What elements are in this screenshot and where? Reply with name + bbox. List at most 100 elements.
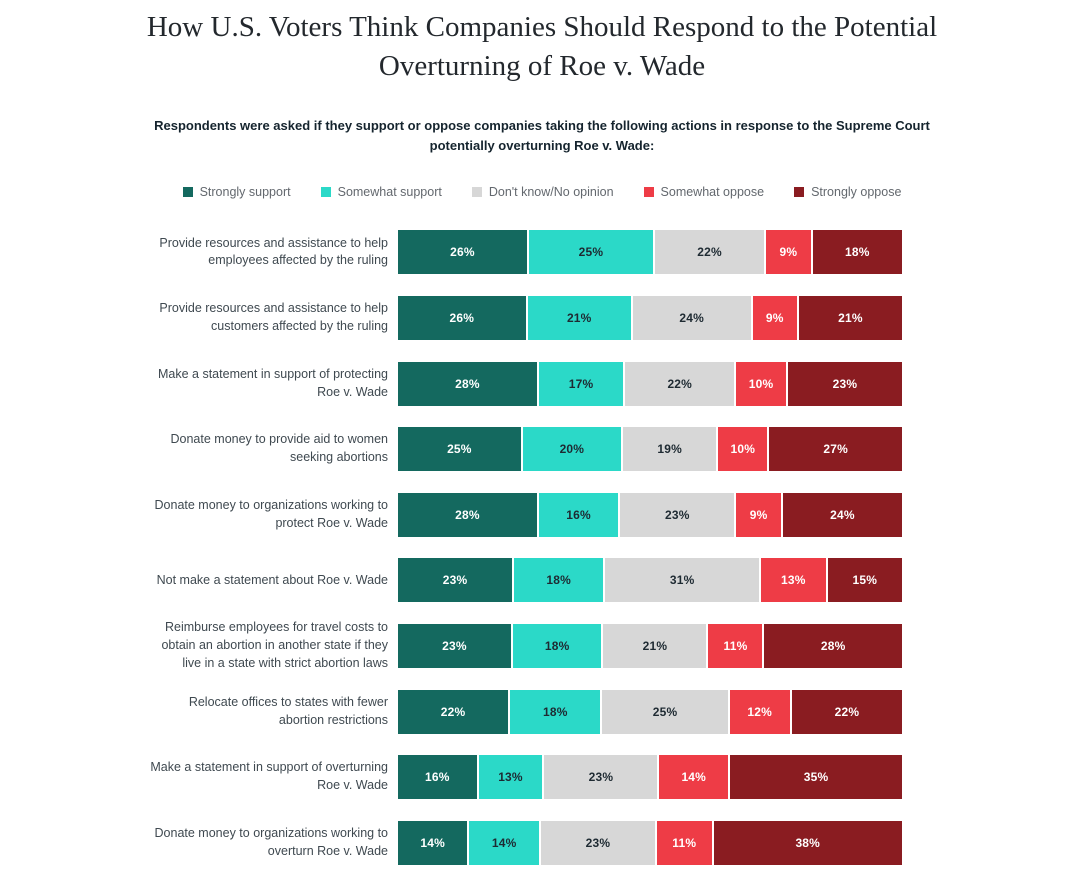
- row-label: Relocate offices to states with fewer ab…: [188, 694, 388, 727]
- segment-value: 23%: [664, 507, 690, 522]
- segment-value: 28%: [820, 638, 846, 653]
- legend-swatch-icon: [320, 187, 331, 198]
- bar-segment: 9%: [766, 230, 811, 275]
- segment-value: 20%: [559, 442, 585, 457]
- bar-segment: 20%: [522, 427, 621, 472]
- bar-segment: 23%: [787, 361, 902, 406]
- segment-value: 28%: [455, 376, 480, 391]
- legend-swatch-icon: [643, 187, 654, 198]
- bar-segment: 22%: [791, 689, 902, 734]
- segment-value: 22%: [697, 245, 722, 260]
- bar-segment: 14%: [659, 755, 729, 800]
- bar-segment: 22%: [625, 361, 735, 406]
- segment-value: 21%: [566, 311, 592, 325]
- segment-value: 11%: [672, 835, 697, 850]
- segment-value: 14%: [681, 770, 707, 785]
- chart-title: How U.S. Voters Think Companies Should R…: [146, 11, 938, 82]
- segment-value: 27%: [823, 442, 849, 457]
- legend-label: Strongly support: [199, 185, 291, 200]
- segment-value: 17%: [568, 376, 594, 391]
- bar-segment: 38%: [713, 820, 902, 865]
- legend-label: Somewhat oppose: [660, 185, 765, 200]
- segment-value: 12%: [747, 704, 773, 719]
- segment-value: 19%: [657, 442, 682, 457]
- legend-label: Strongly oppose: [811, 185, 902, 200]
- chart-row: Reimburse employees for travel costs to …: [146, 620, 902, 670]
- bar-segment: 17%: [538, 361, 624, 406]
- segment-value: 23%: [442, 573, 468, 588]
- bar-segment: 9%: [752, 296, 797, 340]
- segment-value: 15%: [852, 573, 878, 588]
- legend-label: Don't know/No opinion: [488, 185, 614, 200]
- stacked-bar: 28% 16% 23% 9% 24%: [398, 492, 902, 537]
- legend-item: Strongly oppose: [794, 185, 901, 199]
- bar-segment: 13%: [478, 755, 543, 800]
- stacked-bar: 26% 25% 22% 9% 18%: [398, 230, 902, 275]
- segment-value: 23%: [442, 638, 467, 653]
- stacked-bar: 23% 18% 31% 13% 15%: [398, 558, 903, 603]
- chart-row: Provide resources and assistance to help…: [146, 230, 902, 275]
- stacked-bar: 14% 14% 23% 11% 38%: [398, 820, 902, 865]
- segment-value: 13%: [781, 573, 806, 588]
- segment-value: 11%: [723, 638, 748, 653]
- row-label: Not make a statement about Roe v. Wade: [156, 572, 388, 587]
- bar-segment: 12%: [729, 689, 790, 734]
- bar-segment: 16%: [538, 492, 619, 537]
- chart-subtitle: Respondents were asked if they support o…: [154, 118, 930, 154]
- bar-segment: 22%: [398, 689, 509, 734]
- bar-segment: 23%: [544, 755, 658, 800]
- segment-value: 18%: [845, 245, 870, 260]
- segment-value: 14%: [420, 835, 446, 850]
- bar-segment: 24%: [632, 296, 751, 340]
- bar-segment: 13%: [761, 558, 826, 603]
- legend-item: Don't know/No opinion: [471, 185, 614, 200]
- bar-segment: 23%: [398, 623, 511, 668]
- bar-segment: 23%: [620, 492, 735, 537]
- bar-segment: 24%: [782, 492, 902, 537]
- segment-value: 9%: [749, 507, 768, 522]
- bar-segment: 28%: [398, 361, 537, 406]
- segment-value: 22%: [834, 704, 860, 719]
- stacked-bar: 25% 20% 19% 10% 27%: [398, 427, 902, 472]
- bar-segment: 21%: [527, 296, 631, 340]
- row-label: Donate money to organizations working to…: [154, 498, 388, 530]
- legend-item: Somewhat support: [320, 185, 442, 200]
- chart-row: Donate money to organizations working to…: [146, 492, 902, 537]
- segment-value: 24%: [830, 507, 855, 522]
- bar-segment: 21%: [603, 623, 707, 668]
- chart-row: Donate money to provide aid to women see…: [146, 427, 902, 472]
- row-label: Provide resources and assistance to help…: [159, 235, 388, 268]
- row-label: Donate money to organizations working to…: [154, 826, 388, 858]
- segment-value: 18%: [543, 704, 568, 719]
- segment-value: 25%: [652, 704, 678, 719]
- legend-swatch-icon: [182, 187, 193, 198]
- segment-value: 28%: [455, 507, 480, 522]
- stacked-bar: 16% 13% 23% 14% 35%: [398, 755, 902, 800]
- row-label: Reimburse employees for travel costs to …: [161, 620, 388, 670]
- bar-segment: 21%: [798, 296, 902, 340]
- stacked-bar-chart: Provide resources and assistance to help…: [146, 230, 903, 865]
- bar-segment: 18%: [514, 558, 604, 603]
- chart-row: Make a statement in support of overturni…: [146, 755, 902, 800]
- segment-value: 31%: [669, 573, 695, 588]
- bar-segment: 23%: [540, 820, 655, 865]
- bar-segment: 25%: [398, 427, 521, 472]
- row-label: Donate money to provide aid to women see…: [170, 432, 389, 465]
- row-label: Make a statement in support of overturni…: [150, 760, 388, 793]
- row-label: Provide resources and assistance to help…: [159, 301, 388, 333]
- legend-label: Somewhat support: [337, 185, 442, 200]
- bar-segment: 22%: [654, 230, 765, 275]
- segment-value: 16%: [566, 507, 591, 522]
- legend: Strongly support Somewhat support Don't …: [0, 185, 1084, 199]
- segment-value: 26%: [450, 245, 475, 260]
- bar-segment: 19%: [622, 427, 717, 472]
- bar-segment: 25%: [528, 230, 653, 275]
- segment-value: 25%: [447, 442, 472, 457]
- legend-swatch-icon: [794, 187, 805, 198]
- bar-segment: 18%: [812, 230, 902, 275]
- segment-value: 23%: [585, 835, 611, 850]
- segment-value: 24%: [679, 311, 705, 325]
- bar-segment: 27%: [769, 427, 902, 472]
- bar-segment: 10%: [736, 361, 786, 406]
- chart-row: Not make a statement about Roe v. Wade 2…: [146, 558, 903, 603]
